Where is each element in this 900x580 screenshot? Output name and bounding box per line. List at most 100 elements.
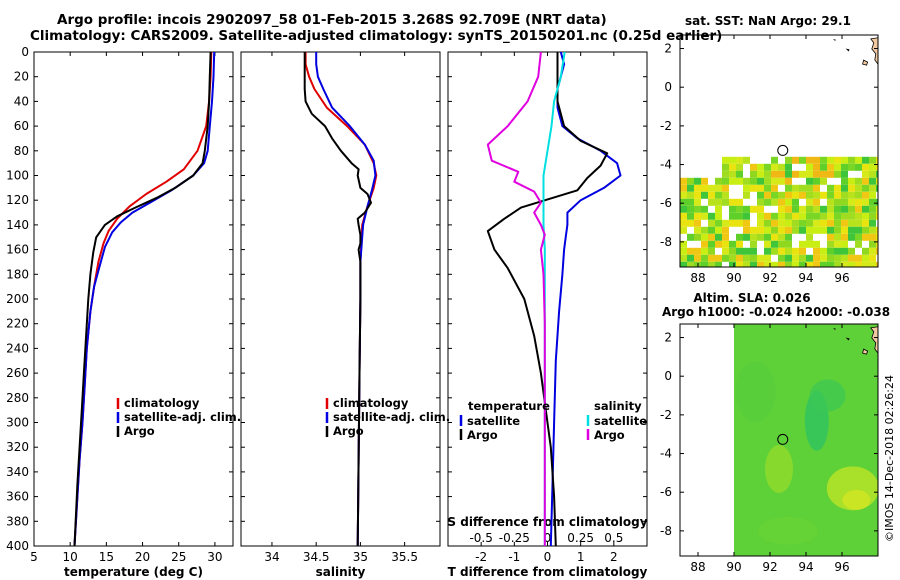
sst-cell	[792, 254, 799, 262]
island-shape	[870, 326, 878, 354]
sst-cell	[813, 254, 820, 262]
sst-cell	[764, 240, 771, 248]
sst-cell	[771, 177, 778, 185]
sst-cell	[743, 177, 750, 185]
sst-cell	[806, 191, 813, 199]
map-field-sla-map	[734, 324, 878, 556]
sst-cell	[862, 247, 869, 255]
sst-cell	[869, 205, 876, 213]
sst-cell	[806, 226, 813, 234]
sst-cell	[792, 247, 799, 255]
y-tick-label: 160	[6, 243, 29, 257]
sst-cell	[715, 184, 722, 192]
sst-cell	[701, 254, 708, 262]
sst-cell	[701, 233, 708, 241]
sst-cell	[806, 205, 813, 213]
sst-cell	[743, 226, 750, 234]
sst-cell	[778, 205, 785, 213]
sst-cell	[834, 191, 841, 199]
sst-cell	[715, 261, 722, 267]
sst-cell	[827, 219, 834, 227]
island-shape	[845, 337, 850, 341]
sst-cell	[708, 198, 715, 206]
sst-cell	[778, 261, 785, 267]
sst-cell	[820, 219, 827, 227]
sst-cell	[813, 261, 820, 267]
sst-cell	[806, 163, 813, 171]
sst-cell	[757, 226, 764, 234]
sst-cell	[862, 261, 869, 267]
sst-cell	[764, 254, 771, 262]
sst-cell	[827, 191, 834, 199]
s-axis-label: S difference from climatology	[447, 515, 647, 529]
sst-cell	[743, 254, 750, 262]
sst-cell	[813, 163, 820, 171]
sst-cell	[820, 247, 827, 255]
sst-cell	[750, 170, 757, 178]
sst-cell	[834, 261, 841, 267]
sst-cell	[729, 254, 736, 262]
sst-cell	[736, 233, 743, 241]
sst-cell	[869, 198, 876, 206]
sst-cell	[771, 156, 778, 164]
legend-label: satellite	[467, 414, 520, 428]
sst-cell	[848, 247, 855, 255]
map-x-tick-label: 88	[690, 560, 705, 574]
sst-cell	[841, 191, 848, 199]
x-tick-label: -2	[475, 550, 487, 564]
sst-cell	[715, 254, 722, 262]
sst-cell	[757, 261, 764, 267]
island-shape	[833, 38, 836, 41]
sst-cell	[806, 254, 813, 262]
sst-cell	[869, 226, 876, 234]
sst-cell	[869, 156, 876, 164]
legend-label: Argo	[594, 428, 625, 442]
sst-cell	[708, 254, 715, 262]
map-y-tick-label: -2	[660, 408, 672, 422]
sst-cell	[806, 219, 813, 227]
s-tick-label: -0.25	[499, 531, 530, 545]
sst-cell	[715, 233, 722, 241]
sst-cell	[834, 156, 841, 164]
sst-cell	[708, 191, 715, 199]
series-line-sat	[73, 51, 216, 547]
sla-anomaly-region	[809, 379, 846, 412]
sst-cell	[708, 261, 715, 267]
x-tick-label: 10	[63, 550, 78, 564]
sst-cell	[729, 261, 736, 267]
x-tick-label: 15	[99, 550, 114, 564]
sst-cell	[869, 261, 876, 267]
map-y-tick-label: -4	[660, 447, 672, 461]
x-tick-label: -1	[508, 550, 520, 564]
sst-cell	[792, 226, 799, 234]
sst-cell	[848, 226, 855, 234]
sst-cell	[687, 191, 694, 199]
sst-cell	[799, 254, 806, 262]
sst-cell	[687, 205, 694, 213]
sst-cell	[694, 205, 701, 213]
sst-cell	[834, 233, 841, 241]
y-tick-label: 120	[6, 193, 29, 207]
sst-cell	[855, 226, 862, 234]
sst-cell	[701, 247, 708, 255]
sst-cell	[764, 212, 771, 220]
sst-cell	[806, 198, 813, 206]
sst-cell	[869, 170, 876, 178]
map-x-tick-label: 88	[690, 271, 705, 285]
sst-cell	[750, 233, 757, 241]
sst-cell	[876, 163, 878, 171]
sst-cell	[680, 191, 687, 199]
sst-cell	[778, 247, 785, 255]
map-y-tick-label: -4	[660, 158, 672, 172]
sst-cell	[687, 261, 694, 267]
sst-cell	[722, 233, 729, 241]
sst-cell	[680, 247, 687, 255]
sst-cell	[729, 177, 736, 185]
sst-cell	[869, 240, 876, 248]
sst-cell	[708, 184, 715, 192]
sst-cell	[715, 219, 722, 227]
island-shape	[870, 37, 878, 65]
legend-label: climatology	[333, 396, 409, 410]
sst-cell	[799, 247, 806, 255]
